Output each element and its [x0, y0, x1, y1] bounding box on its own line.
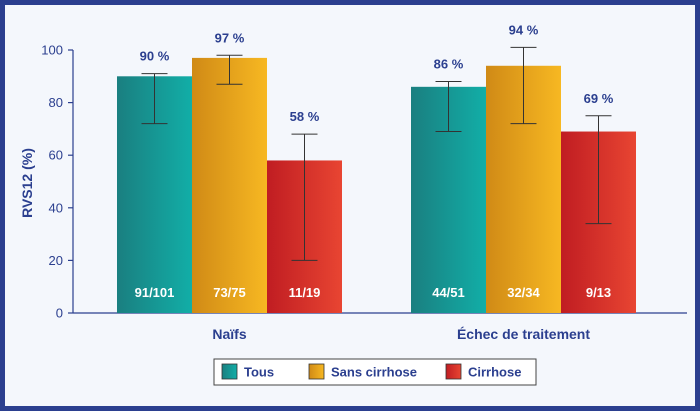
count-label: 91/101: [135, 285, 175, 300]
value-label: 94 %: [509, 22, 539, 37]
y-axis-title: RVS12 (%): [19, 148, 35, 218]
bars: [117, 46, 636, 313]
legend-label: Tous: [244, 365, 274, 380]
y-tick-label: 20: [49, 253, 63, 268]
value-label: 86 %: [434, 57, 464, 72]
y-tick-label: 80: [49, 95, 63, 110]
count-label: 11/19: [289, 285, 321, 300]
category-label: Échec de traitement: [457, 326, 590, 342]
y-tick-label: 0: [56, 306, 63, 321]
legend-swatch: [445, 363, 462, 380]
legend-label: Cirrhose: [468, 365, 521, 380]
legend-box: [213, 358, 537, 386]
labels: 90 % 91/101 97 % 73/75 58 % 11/19 Naïfs 86 % 44/…: [135, 22, 614, 342]
value-label: 58 %: [290, 109, 320, 124]
value-label: 69 %: [584, 91, 614, 106]
y-tick-label: 60: [49, 148, 63, 163]
category-label: Naïfs: [212, 326, 246, 342]
count-label: 44/51: [432, 285, 465, 300]
legend-swatch: [308, 363, 325, 380]
y-tick-label: 100: [41, 43, 63, 58]
legend: Tous Sans cirrhose Cirrhose: [213, 358, 537, 386]
legend-swatch: [221, 363, 238, 380]
legend-label: Sans cirrhose: [331, 365, 417, 380]
bar-chart: 0 20 40 60 80 100 90 % 91/101 97 % 73/75 58 % 11/1…: [19, 22, 687, 386]
count-label: 9/13: [586, 285, 611, 300]
count-label: 73/75: [213, 285, 246, 300]
bar: [192, 57, 267, 313]
value-label: 97 %: [215, 30, 245, 45]
y-tick-label: 40: [49, 200, 63, 215]
value-label: 90 %: [140, 49, 170, 64]
count-label: 32/34: [507, 285, 540, 300]
